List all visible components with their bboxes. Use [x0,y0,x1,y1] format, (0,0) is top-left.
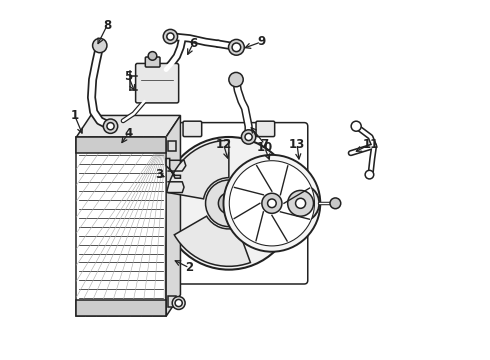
Circle shape [219,193,239,214]
FancyBboxPatch shape [183,121,202,136]
Text: 5: 5 [124,69,133,82]
Circle shape [288,190,314,216]
Circle shape [163,137,295,270]
Text: 9: 9 [257,35,265,49]
Text: 12: 12 [216,138,232,150]
Circle shape [175,300,182,307]
Circle shape [282,185,319,222]
Bar [168,140,176,151]
Polygon shape [166,158,180,178]
Circle shape [245,134,252,140]
Circle shape [242,130,256,144]
Circle shape [351,121,361,131]
Text: 4: 4 [124,127,133,140]
Text: 8: 8 [103,19,111,32]
FancyBboxPatch shape [146,57,160,67]
Circle shape [163,30,177,44]
Circle shape [107,123,114,130]
Circle shape [365,170,374,179]
Circle shape [172,297,185,310]
Bar [76,137,166,316]
Circle shape [167,33,174,40]
FancyBboxPatch shape [256,121,275,136]
Circle shape [228,40,245,55]
Polygon shape [166,116,180,316]
Circle shape [103,119,118,134]
Circle shape [229,72,243,87]
Text: 1: 1 [71,109,79,122]
Text: 6: 6 [189,37,197,50]
Circle shape [93,39,107,53]
Bar [76,300,166,316]
FancyBboxPatch shape [136,63,179,103]
Text: 2: 2 [185,261,194,274]
Text: 7: 7 [261,138,269,150]
Circle shape [232,43,241,51]
Bar [168,296,176,307]
Polygon shape [76,116,180,137]
Circle shape [205,180,252,226]
Circle shape [262,193,282,213]
Text: 13: 13 [289,138,305,150]
Circle shape [268,199,276,208]
Circle shape [229,161,315,246]
Wedge shape [245,155,292,235]
Text: 3: 3 [155,168,163,181]
Wedge shape [174,216,250,266]
Wedge shape [167,140,229,199]
Circle shape [223,155,320,252]
Text: 11: 11 [363,138,379,150]
Circle shape [330,198,341,209]
Circle shape [295,198,306,208]
Circle shape [148,51,157,60]
Text: 10: 10 [257,141,273,154]
Bar [76,137,166,153]
